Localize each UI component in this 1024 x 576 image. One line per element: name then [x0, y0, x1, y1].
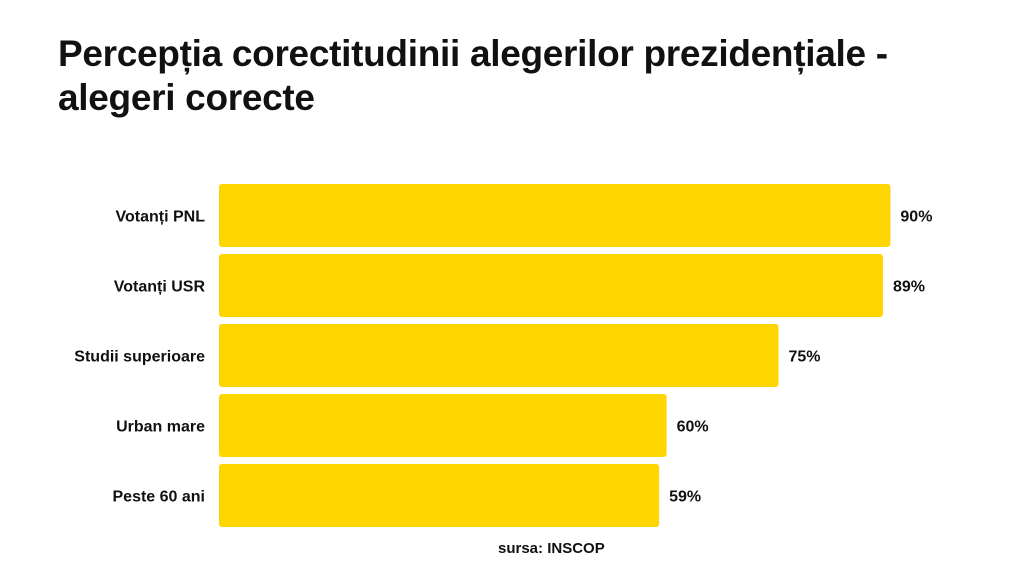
source-note: sursa: INSCOP: [498, 540, 605, 557]
bar-group: Urban mare 60%: [116, 394, 709, 457]
bar-group: Votanți PNL 90%: [116, 184, 932, 247]
bar-group: Studii superioare 75%: [74, 324, 821, 387]
bar: [219, 254, 883, 317]
category-label: Urban mare: [116, 419, 205, 436]
value-label: 90%: [900, 209, 932, 226]
chart-title: Percepția corectitudinii alegerilor prez…: [58, 32, 978, 120]
bar: [219, 324, 779, 387]
value-label: 89%: [893, 279, 925, 296]
value-label: 59%: [669, 489, 701, 506]
chart-title-line-2: alegeri corecte: [58, 77, 315, 118]
bar-group: Peste 60 ani 59%: [113, 464, 701, 527]
category-label: Studii superioare: [74, 349, 205, 366]
value-label: 60%: [677, 419, 709, 436]
chart-title-line-1: Percepția corectitudinii alegerilor prez…: [58, 33, 888, 74]
category-label: Votanți USR: [114, 279, 206, 296]
value-label: 75%: [789, 349, 821, 366]
bar: [219, 184, 891, 247]
category-label: Votanți PNL: [116, 209, 206, 226]
bar-group: Votanți USR 89%: [114, 254, 925, 317]
category-label: Peste 60 ani: [113, 489, 206, 506]
bar: [219, 464, 660, 527]
bar: [219, 394, 667, 457]
